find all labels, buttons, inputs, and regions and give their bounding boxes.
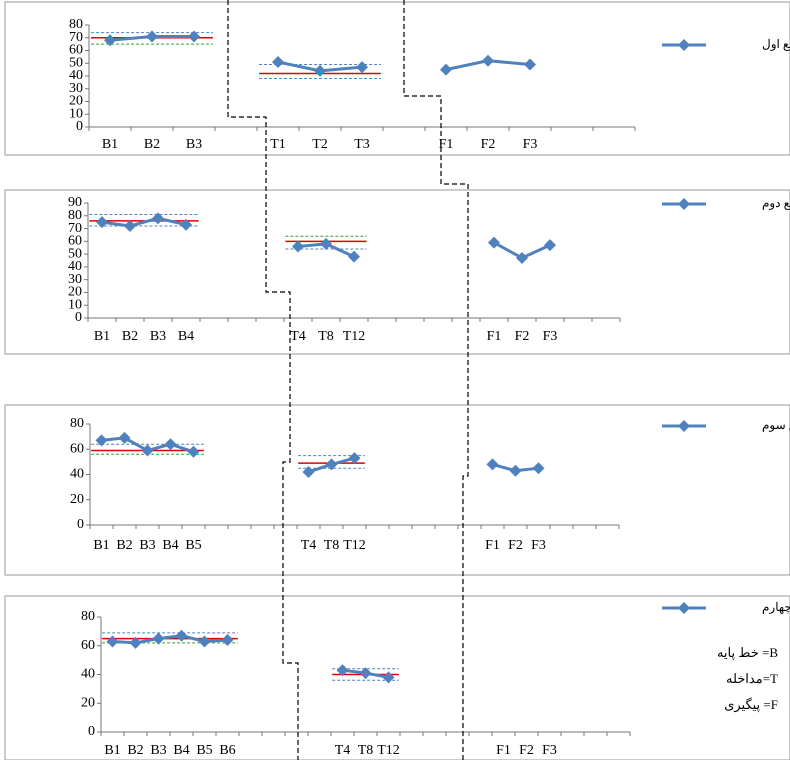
y-tick-label: 20 bbox=[69, 94, 83, 109]
y-tick-label: 40 bbox=[69, 68, 83, 83]
x-tick-label: B3 bbox=[186, 137, 202, 152]
x-tick-label: T4 bbox=[290, 329, 306, 344]
x-tick-label: F3 bbox=[531, 538, 546, 553]
x-tick-label: T8 bbox=[318, 329, 334, 344]
y-tick-label: 30 bbox=[69, 81, 83, 96]
y-tick-label: 10 bbox=[68, 297, 82, 312]
y-tick-label: 0 bbox=[77, 517, 84, 532]
legend-label: مراجع دوم bbox=[762, 196, 790, 210]
x-tick-label: B1 bbox=[102, 137, 118, 152]
annotation: T=مداخله bbox=[726, 671, 778, 686]
x-tick-label: F2 bbox=[515, 329, 530, 344]
annotation: B= خط پایه bbox=[717, 645, 778, 661]
y-tick-label: 0 bbox=[75, 310, 82, 325]
x-tick-label: B1 bbox=[104, 743, 120, 758]
y-tick-label: 70 bbox=[68, 221, 82, 236]
chart: 01020304050607080B1B2B3T1T2T3F1F2F3مراجع… bbox=[0, 0, 790, 760]
y-tick-label: 50 bbox=[69, 55, 83, 70]
legend-label: مراجع سوم bbox=[762, 418, 790, 432]
y-tick-label: 80 bbox=[81, 609, 95, 624]
y-tick-label: 40 bbox=[68, 259, 82, 274]
x-tick-label: F1 bbox=[485, 538, 500, 553]
y-tick-label: 20 bbox=[68, 285, 82, 300]
x-tick-label: F3 bbox=[523, 137, 538, 152]
y-tick-label: 0 bbox=[76, 119, 83, 134]
x-tick-label: B4 bbox=[178, 329, 194, 344]
x-tick-label: B4 bbox=[173, 743, 189, 758]
y-tick-label: 50 bbox=[68, 246, 82, 261]
x-tick-label: F2 bbox=[481, 137, 496, 152]
x-tick-label: B3 bbox=[139, 538, 155, 553]
panel-box bbox=[5, 596, 790, 760]
x-tick-label: B2 bbox=[144, 137, 160, 152]
y-tick-label: 0 bbox=[88, 724, 95, 739]
y-tick-label: 60 bbox=[69, 43, 83, 58]
x-tick-label: F1 bbox=[439, 137, 454, 152]
x-tick-label: B3 bbox=[150, 329, 166, 344]
y-tick-label: 20 bbox=[70, 492, 84, 507]
x-tick-label: T4 bbox=[301, 538, 317, 553]
x-tick-label: B1 bbox=[93, 538, 109, 553]
y-tick-label: 60 bbox=[68, 234, 82, 249]
y-tick-label: 20 bbox=[81, 695, 95, 710]
x-tick-label: B2 bbox=[116, 538, 132, 553]
x-tick-label: F3 bbox=[543, 329, 558, 344]
y-tick-label: 80 bbox=[70, 416, 84, 431]
x-tick-label: T12 bbox=[343, 329, 366, 344]
x-tick-label: B1 bbox=[94, 329, 110, 344]
x-tick-label: T3 bbox=[354, 137, 370, 152]
y-tick-label: 70 bbox=[69, 30, 83, 45]
y-tick-label: 90 bbox=[68, 195, 82, 210]
x-tick-label: F1 bbox=[487, 329, 502, 344]
x-tick-label: B3 bbox=[150, 743, 166, 758]
y-tick-label: 60 bbox=[81, 638, 95, 653]
y-tick-label: 40 bbox=[70, 467, 84, 482]
x-tick-label: T8 bbox=[324, 538, 340, 553]
x-tick-label: B5 bbox=[196, 743, 212, 758]
x-tick-label: T1 bbox=[270, 137, 286, 152]
x-tick-label: T2 bbox=[312, 137, 328, 152]
x-tick-label: F1 bbox=[496, 743, 511, 758]
legend-label: مراجع چهارم bbox=[762, 600, 790, 614]
x-tick-label: T12 bbox=[343, 538, 366, 553]
y-tick-label: 80 bbox=[69, 17, 83, 32]
x-tick-label: B2 bbox=[127, 743, 143, 758]
y-tick-label: 60 bbox=[70, 441, 84, 456]
x-tick-label: T12 bbox=[377, 743, 400, 758]
x-tick-label: T4 bbox=[335, 743, 351, 758]
y-tick-label: 80 bbox=[68, 208, 82, 223]
page: {"chart_data": [ {"type": "line", "categ… bbox=[0, 0, 790, 760]
x-tick-label: F3 bbox=[542, 743, 557, 758]
x-tick-label: F2 bbox=[508, 538, 523, 553]
x-tick-label: B4 bbox=[162, 538, 178, 553]
x-tick-label: F2 bbox=[519, 743, 534, 758]
x-tick-label: B5 bbox=[185, 538, 201, 553]
legend-label: مراجع اول bbox=[762, 37, 790, 51]
panel-box bbox=[5, 2, 790, 155]
y-tick-label: 10 bbox=[69, 106, 83, 121]
x-tick-label: B6 bbox=[219, 743, 235, 758]
y-tick-label: 30 bbox=[68, 272, 82, 287]
x-tick-label: B2 bbox=[122, 329, 138, 344]
annotation: F= پیگیری bbox=[724, 697, 778, 713]
x-tick-label: T8 bbox=[358, 743, 374, 758]
y-tick-label: 40 bbox=[81, 667, 95, 682]
